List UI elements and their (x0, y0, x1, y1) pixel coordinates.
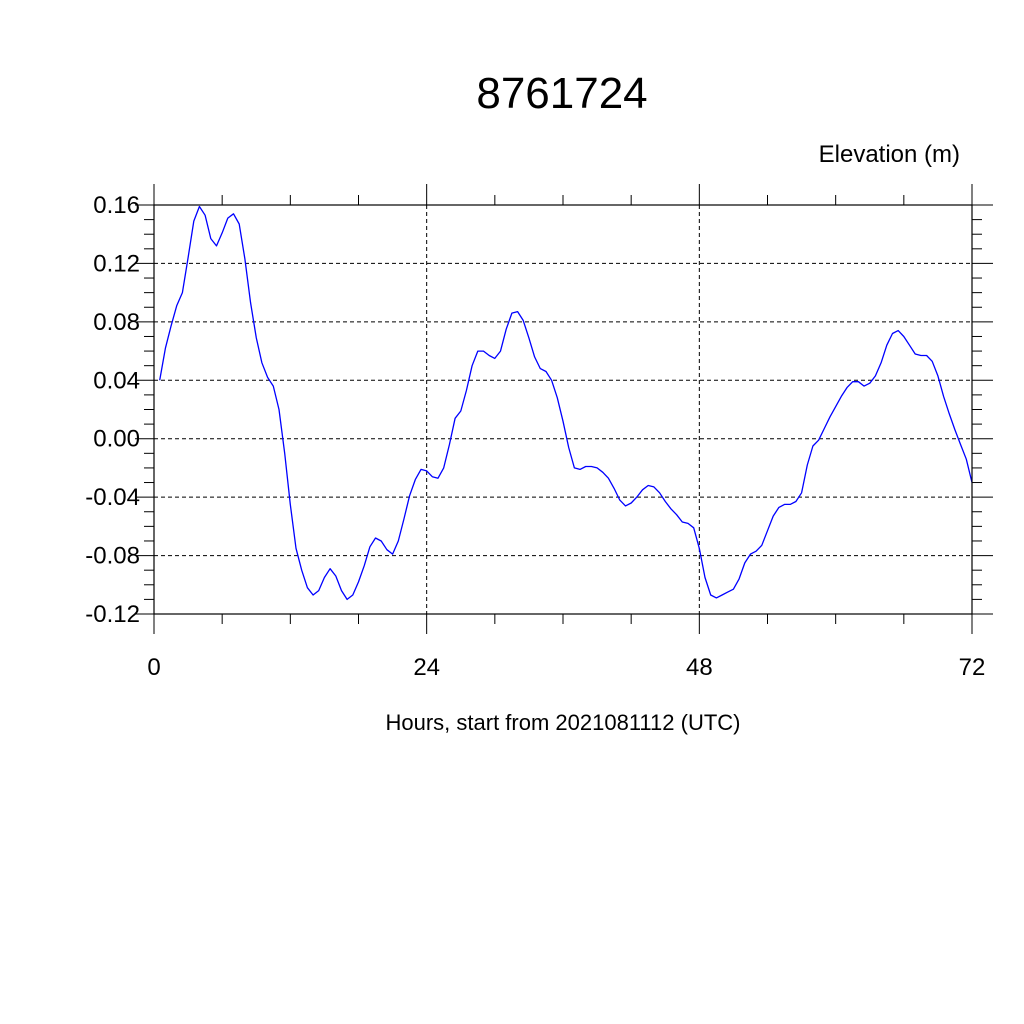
y-tick-label: 0.12 (93, 250, 140, 277)
y-tick-label: 0.04 (93, 367, 140, 394)
chart-title: 8761724 (476, 69, 647, 118)
x-axis-label: Hours, start from 2021081112 (UTC) (386, 710, 741, 735)
grid-lines (153, 204, 973, 615)
y-tick-label: -0.04 (85, 484, 140, 511)
y-axis-label: Elevation (m) (819, 141, 960, 168)
series-line (159, 205, 973, 601)
axis-ticks (135, 184, 993, 634)
y-tick-label: -0.08 (85, 543, 140, 570)
y-tick-label: 0.08 (93, 309, 140, 336)
tick-labels: -0.12 -0.08 -0.04 0.00 0.04 0.08 0.12 0.16 0 24 48… (85, 192, 985, 681)
x-tick-label: 48 (686, 654, 713, 681)
series-layer (159, 205, 973, 601)
x-tick-label: 0 (147, 654, 160, 681)
x-tick-label: 24 (413, 654, 440, 681)
y-tick-label: -0.12 (85, 601, 140, 628)
y-tick-label: 0.16 (93, 192, 140, 219)
plot-frame (153, 204, 973, 615)
x-tick-label: 72 (959, 654, 986, 681)
y-tick-label: 0.00 (93, 426, 140, 453)
